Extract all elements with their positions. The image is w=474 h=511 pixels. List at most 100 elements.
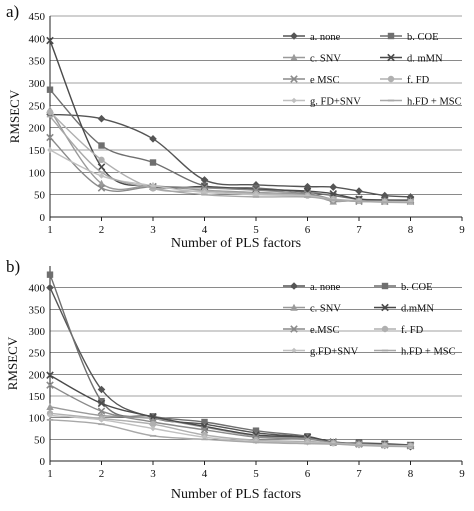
series-line [49, 287, 411, 448]
legend-item: h.FD + MSC [374, 347, 456, 358]
legend-marker [290, 32, 298, 40]
x-tick-label: 4 [202, 224, 208, 236]
legend-item: e MSC [283, 75, 339, 86]
data-point [47, 147, 53, 153]
data-point [201, 434, 208, 440]
data-point [97, 114, 106, 123]
legend-marker [387, 75, 395, 83]
legend-item: d.mMN [374, 304, 434, 315]
legend-item: g. FD+SNV [283, 97, 361, 108]
panel-label: b) [6, 257, 20, 276]
data-point [97, 399, 106, 408]
y-tick-label: 400 [29, 283, 46, 295]
legend-marker [387, 99, 395, 102]
legend-marker [291, 347, 297, 354]
x-tick-label: 6 [305, 224, 311, 236]
x-tick-label: 6 [305, 468, 311, 480]
x-tick-label: 8 [408, 468, 414, 480]
legend-item: c. SNV [283, 54, 341, 65]
data-point [97, 184, 106, 192]
data-point [149, 159, 157, 166]
data-point [46, 36, 54, 45]
data-point [98, 171, 105, 174]
legend-label: c. SNV [310, 54, 341, 65]
legend-label: f. FD [401, 325, 424, 336]
x-tick-label: 2 [99, 468, 105, 480]
legend-marker [387, 53, 395, 62]
data-point [200, 176, 209, 184]
legend-label: c. SNV [310, 304, 341, 315]
y-axis-label: RMSECV [5, 336, 20, 390]
legend-item: f. FD [374, 325, 424, 336]
y-tick-label: 150 [29, 391, 46, 403]
y-tick-label: 300 [29, 78, 46, 90]
data-point [98, 423, 105, 426]
legend-item: b. COE [374, 282, 433, 293]
legend-label: a. none [310, 32, 341, 43]
chart-panel-a: a) 0 50 100 150 200 250 300 350 400 450 1 2 3 4 5 6 7 8 9 Nu… [6, 2, 465, 251]
legend-label: h.FD + MSC [407, 97, 462, 108]
y-tick-label: 0 [40, 456, 46, 468]
data-point [149, 135, 157, 143]
legend-item: a. none [283, 282, 341, 293]
data-point [252, 441, 260, 444]
legend-item: a. none [283, 32, 341, 43]
legend-label: e.MSC [310, 325, 339, 336]
legend-label: f. FD [407, 75, 430, 86]
series-8 [46, 115, 414, 204]
y-tick-label: 250 [29, 100, 46, 112]
y-tick-label: 250 [29, 348, 46, 360]
data-point [149, 187, 157, 189]
data-point [149, 420, 157, 428]
legend-item: f. FD [380, 75, 430, 86]
x-tick-label: 1 [47, 224, 53, 236]
series-line [49, 419, 411, 448]
data-point [46, 371, 54, 379]
data-point [355, 200, 363, 203]
series-8 [46, 418, 414, 448]
legend-item: h.FD + MSC [380, 97, 462, 108]
x-tick-label: 5 [253, 468, 259, 480]
legend-marker [381, 303, 389, 312]
y-tick-label: 200 [29, 123, 46, 135]
data-point [46, 403, 54, 411]
data-point [407, 201, 414, 204]
series-line [49, 274, 411, 446]
data-point [47, 412, 53, 419]
data-point [304, 442, 311, 445]
series-line [49, 113, 411, 198]
legend-item: d. mMN [380, 54, 443, 65]
data-point [330, 192, 337, 199]
legend-item: g.FD+SNV [283, 347, 359, 358]
data-point [46, 283, 54, 292]
data-point [329, 183, 338, 191]
y-tick-label: 150 [29, 145, 46, 157]
data-point [381, 445, 388, 448]
chart-panel-b: b) 0 50 100 150 200 250 300 350 400 1 2 3 4 5 6 7 8 9 Numbe… [5, 257, 465, 502]
x-tick-label: 4 [202, 468, 208, 480]
data-point [201, 193, 208, 196]
legend-label: d.mMN [401, 304, 434, 315]
y-tick-label: 50 [34, 190, 46, 202]
legend-marker [291, 97, 297, 104]
data-point [252, 427, 260, 434]
legend-item: b. COE [380, 32, 439, 43]
data-point [46, 133, 54, 142]
legend-marker [290, 303, 298, 311]
y-tick-label: 200 [29, 369, 46, 381]
series-line [49, 40, 411, 201]
data-point [46, 418, 54, 421]
data-point [46, 115, 54, 118]
data-point [150, 425, 156, 432]
legend-marker [381, 349, 389, 352]
legend-label: g.FD+SNV [310, 347, 359, 358]
legend-label: d. mMN [407, 54, 443, 65]
data-point [200, 426, 209, 434]
legend-marker [290, 325, 298, 333]
legend-marker [381, 325, 389, 333]
data-point [407, 445, 414, 448]
data-point [330, 443, 337, 445]
data-point [46, 108, 54, 116]
series-line [49, 374, 411, 447]
